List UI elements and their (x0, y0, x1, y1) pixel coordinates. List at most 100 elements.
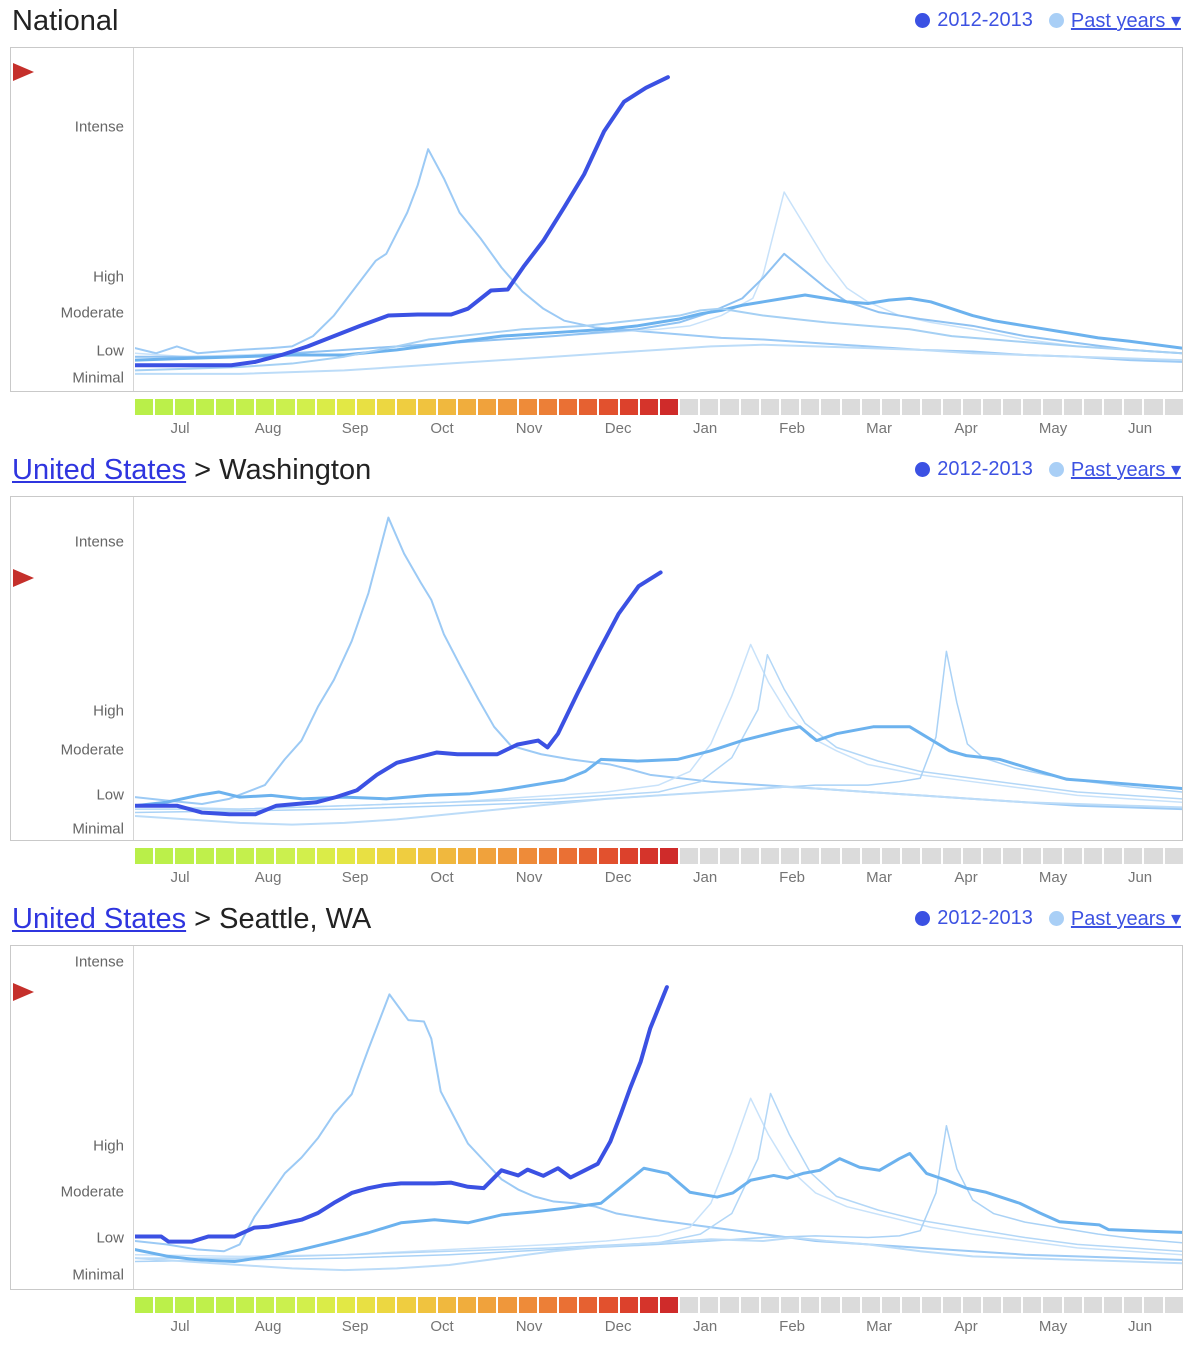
timeline-week-cell (639, 399, 658, 415)
week-timeline-bar (135, 399, 1183, 415)
timeline-week-cell (1003, 399, 1022, 415)
timeline-week-cell (720, 1297, 739, 1313)
month-label: Jan (693, 1318, 718, 1335)
timeline-week-cell (781, 399, 800, 415)
timeline-week-cell (316, 399, 335, 415)
timeline-week-cell (1043, 848, 1062, 864)
section-header: National 2012-2013 Past years ▾ (12, 4, 1181, 38)
timeline-week-cell (1043, 399, 1062, 415)
timeline-week-cell (195, 399, 214, 415)
axis-level-label: Moderate (60, 741, 124, 759)
timeline-week-cell (135, 1297, 154, 1313)
timeline-week-cell (235, 399, 255, 415)
timeline-week-cell (1063, 848, 1082, 864)
timeline-week-cell (296, 1297, 315, 1313)
timeline-week-cell (518, 848, 537, 864)
timeline-week-cell (377, 399, 396, 415)
timeline-week-cell (861, 399, 880, 415)
section-header: United States > Seattle, WA 2012-2013 Pa… (12, 902, 1181, 936)
timeline-week-cell (902, 848, 921, 864)
breadcrumb-separator: > (186, 903, 220, 935)
series-line-past-year-3-medium-feb-peak (135, 254, 1182, 357)
timeline-week-cell (579, 399, 598, 415)
timeline-week-cell (558, 848, 578, 864)
timeline-week-cell (760, 1297, 779, 1313)
series-line-past-year-1-2009-peak (135, 149, 1182, 362)
month-label: Sep (341, 1318, 369, 1335)
timeline-week-cell (962, 1297, 981, 1313)
month-label: Dec (604, 420, 632, 437)
month-label: Sep (341, 420, 369, 437)
timeline-week-cell (922, 1297, 941, 1313)
timeline-week-cell (417, 399, 436, 415)
timeline-week-cell (579, 848, 598, 864)
timeline-week-cell (760, 848, 779, 864)
series-line-past-year-1-2009-peak (135, 518, 1182, 810)
timeline-week-cell (357, 848, 376, 864)
month-label: Oct (430, 1318, 454, 1335)
timeline-week-cell (942, 1297, 961, 1313)
month-label: Aug (254, 420, 282, 437)
past-years-dropdown-link[interactable]: Past years ▾ (1070, 908, 1181, 930)
timeline-week-cell (417, 848, 436, 864)
timeline-week-cell (599, 399, 618, 415)
current-level-flag-icon (13, 63, 34, 81)
timeline-week-cell (841, 848, 860, 864)
timeline-week-cell (1043, 1297, 1062, 1313)
month-label: Dec (604, 869, 632, 886)
timeline-week-cell (498, 1297, 517, 1313)
timeline-week-cell (1164, 848, 1183, 864)
series-line-past-year-4-recent-thick (135, 295, 1182, 360)
timeline-week-cell (558, 399, 578, 415)
series-line-past-year-5-recent-thick (135, 727, 1182, 806)
timeline-week-cell (276, 399, 295, 415)
series-line-2012-2013 (135, 572, 661, 814)
timeline-week-cell (1164, 399, 1183, 415)
axis-level-label: Minimal (72, 820, 124, 838)
series-line-past-year-2-feb-peak (135, 644, 1182, 809)
plot-area (135, 946, 1182, 1289)
axis-level-label: Minimal (72, 369, 124, 387)
timeline-week-cell (922, 848, 941, 864)
chart-title-washington: United States > Washington (12, 453, 371, 487)
timeline-week-cell (841, 1297, 860, 1313)
series-line-past-year-3-feb-peak (135, 1093, 1182, 1258)
past-years-dot-icon (1048, 462, 1064, 477)
timeline-week-cell (336, 399, 356, 415)
month-label: Nov (515, 420, 543, 437)
timeline-week-cell (881, 1297, 901, 1313)
series-line-past-year-3-feb-peak (135, 655, 1182, 809)
timeline-week-cell (417, 1297, 436, 1313)
timeline-week-cell (962, 848, 981, 864)
timeline-week-cell (801, 848, 820, 864)
timeline-week-cell (1083, 1297, 1102, 1313)
past-years-dropdown-link[interactable]: Past years ▾ (1070, 459, 1181, 481)
timeline-week-cell (215, 399, 234, 415)
timeline-week-cell (276, 848, 295, 864)
breadcrumb-separator: > (186, 454, 220, 486)
breadcrumb-link-united-states[interactable]: United States (12, 454, 187, 486)
timeline-week-cell (881, 848, 901, 864)
legend-current-label: 2012-2013 (937, 907, 1033, 929)
timeline-week-cell (1083, 399, 1102, 415)
timeline-week-cell (659, 1297, 679, 1313)
axis-level-label: Moderate (60, 1183, 124, 1201)
timeline-week-cell (680, 848, 699, 864)
month-label: May (1038, 869, 1068, 886)
timeline-week-cell (296, 848, 315, 864)
timeline-week-cell (1124, 1297, 1143, 1313)
y-axis-labels: Intense High Moderate Low Minimal (11, 497, 134, 840)
month-label: Feb (779, 420, 806, 437)
timeline-week-cell (558, 1297, 578, 1313)
flu-chart-washington: Intense High Moderate Low Minimal (10, 496, 1183, 841)
timeline-week-cell (982, 399, 1002, 415)
timeline-week-cell (821, 848, 840, 864)
breadcrumb-link-united-states[interactable]: United States (12, 903, 187, 935)
month-label: Apr (954, 869, 978, 886)
series-line-past-year-4-apr-spike (135, 1126, 1182, 1262)
past-years-dropdown-link[interactable]: Past years ▾ (1070, 10, 1181, 32)
timeline-week-cell (680, 1297, 699, 1313)
timeline-week-cell (498, 848, 517, 864)
axis-level-label: High (93, 1137, 124, 1155)
month-axis: Jul Aug Sep Oct Nov Dec Jan Feb Mar Apr May Jun (135, 415, 1183, 441)
